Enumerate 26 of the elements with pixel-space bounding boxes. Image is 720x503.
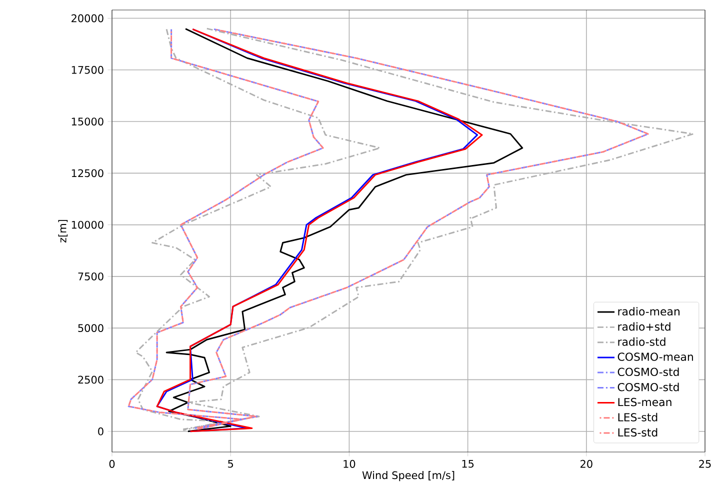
y-tick-label: 17500 (72, 66, 104, 74)
legend-label: LES-std (618, 412, 658, 422)
legend-label: radio-mean (618, 307, 680, 316)
y-tick-label: 20000 (72, 14, 104, 22)
x-tick-label: 15 (462, 460, 474, 468)
x-tick-label: 5 (228, 460, 234, 468)
legend-label: LES-std (618, 428, 658, 437)
legend-label: COSMO-std (618, 368, 679, 376)
y-tick-label: 10000 (72, 220, 104, 229)
legend-label: radio+std (618, 322, 670, 331)
y-tick-label: 2500 (78, 376, 104, 384)
x-tick-label: 25 (699, 460, 711, 468)
y-tick-label: 0 (98, 427, 104, 436)
x-axis-title: Wind Speed [m/s] (362, 471, 454, 482)
y-axis-title: z[m] (58, 220, 68, 242)
legend-label: LES-mean (618, 398, 672, 406)
y-tick-label: 5000 (78, 324, 104, 332)
y-tick-label: 15000 (72, 118, 104, 126)
legend-label: radio-std (618, 337, 666, 346)
x-tick-label: 10 (344, 460, 356, 468)
x-tick-label: 0 (109, 460, 115, 468)
y-tick-label: 7500 (78, 272, 104, 280)
legend-label: COSMO-mean (618, 352, 693, 361)
x-tick-label: 20 (580, 460, 592, 468)
y-tick-label: 12500 (72, 169, 104, 178)
legend-label: COSMO-std (618, 382, 679, 392)
